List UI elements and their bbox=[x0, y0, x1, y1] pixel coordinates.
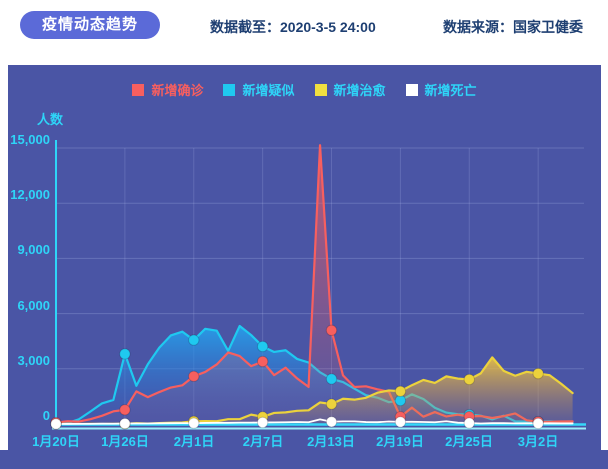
legend-label-suspected: 新增疑似 bbox=[242, 83, 295, 98]
y-tick-12000: 12,000 bbox=[10, 187, 50, 202]
cured-swatch-icon bbox=[314, 83, 327, 96]
x-tick-feb25: 2月25日 bbox=[445, 434, 493, 449]
legend-item-confirmed[interactable]: 新增确诊 bbox=[132, 80, 203, 99]
data-cutoff-text: 数据截至：2020-3-5 24:00 bbox=[210, 19, 376, 35]
legend-label-cured: 新增治愈 bbox=[333, 83, 386, 98]
y-tick-9000: 9,000 bbox=[17, 242, 50, 257]
x-tick-feb13: 2月13日 bbox=[307, 434, 355, 449]
legend-item-cured[interactable]: 新增治愈 bbox=[314, 80, 386, 99]
y-tick-3000: 3,000 bbox=[17, 353, 50, 368]
page-title-pill[interactable]: 疫情动态趋势 bbox=[20, 11, 161, 39]
x-tick-mar2: 3月2日 bbox=[517, 434, 559, 449]
chart-legend: 新增确诊 新增疑似 新增治愈 新增死亡 bbox=[8, 80, 601, 99]
trend-chart bbox=[50, 140, 586, 430]
suspected-swatch-icon bbox=[223, 83, 236, 96]
confirmed-swatch-icon bbox=[132, 83, 145, 96]
data-source-text: 数据来源：国家卫健委 bbox=[443, 19, 583, 35]
y-axis-title: 人数 bbox=[37, 112, 64, 127]
y-tick-6000: 6,000 bbox=[17, 298, 50, 313]
x-tick-jan26: 1月26日 bbox=[101, 434, 149, 449]
y-tick-0: 0 bbox=[42, 408, 50, 423]
x-tick-feb19: 2月19日 bbox=[376, 434, 424, 449]
y-tick-15000: 15,000 bbox=[10, 132, 50, 147]
deaths-swatch-icon bbox=[405, 83, 418, 96]
x-tick-feb1: 2月1日 bbox=[173, 434, 215, 449]
legend-item-suspected[interactable]: 新增疑似 bbox=[223, 80, 295, 99]
x-tick-feb7: 2月7日 bbox=[242, 434, 284, 449]
chart-panel: 新增确诊 新增疑似 新增治愈 新增死亡 人数 0 3,000 6,000 9,0… bbox=[8, 65, 601, 469]
legend-label-deaths: 新增死亡 bbox=[424, 83, 477, 98]
legend-label-confirmed: 新增确诊 bbox=[151, 83, 204, 98]
x-tick-jan20: 1月20日 bbox=[32, 434, 80, 449]
legend-item-deaths[interactable]: 新增死亡 bbox=[405, 80, 477, 99]
